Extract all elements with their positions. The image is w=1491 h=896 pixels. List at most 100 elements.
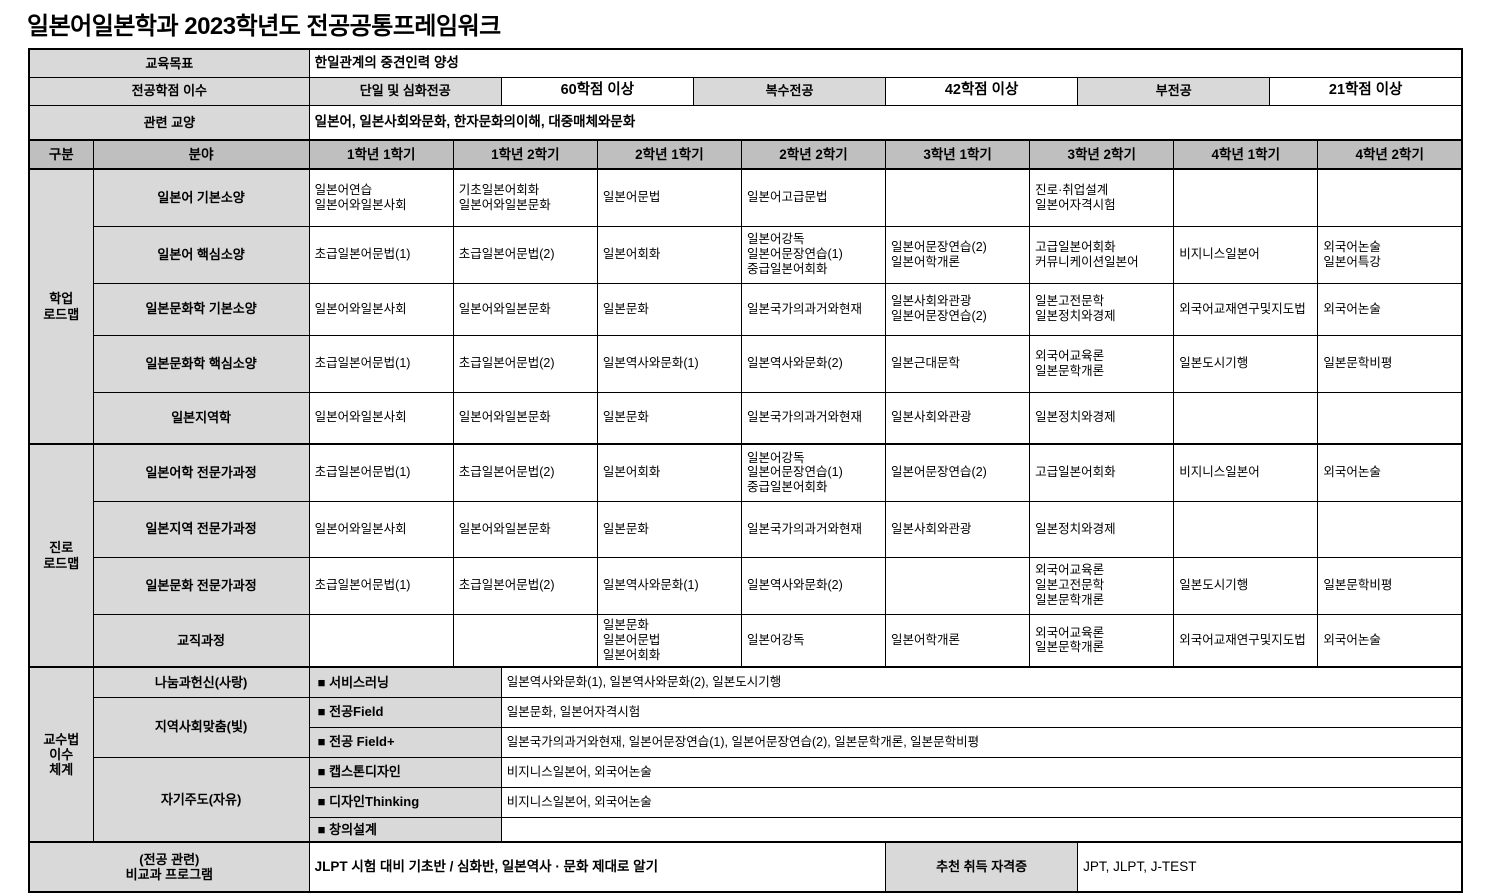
section-group-cell: 학업 로드맵: [28, 168, 94, 445]
course-cell: [885, 556, 1031, 615]
header-semester: 1학년 2학기: [452, 139, 598, 170]
course-cell: 일본어와일본문화: [452, 500, 598, 558]
extracurricular-label: (전공 관련) 비교과 프로그램: [28, 841, 310, 893]
certificate-label: 추천 취득 자격증: [885, 841, 1079, 893]
info-row-label: 관련 교양: [28, 104, 310, 141]
teaching-subgroup-cell: 지역사회맞춤(빛): [92, 696, 310, 758]
table-row: 전공학점 이수 단일 및 심화전공 60학점 이상 복수전공 42학점 이상 부전공 21학…: [28, 76, 1463, 106]
header-field: 분야: [92, 139, 310, 170]
info-row-value: 일본어, 일본사회와문화, 한자문화의이해, 대중매체와문화: [308, 104, 1463, 141]
course-cell: 비지니스일본어: [1173, 225, 1319, 284]
course-cell: 외국어논술: [1317, 613, 1463, 668]
teaching-courses-cell: 비지니스일본어, 외국어논술: [500, 786, 1463, 818]
course-cell: 일본문화: [596, 500, 742, 558]
course-cell: 외국어논술: [1317, 443, 1463, 502]
course-cell: 일본정치와경제: [1029, 391, 1175, 445]
table-row: 교직과정 일본문화 일본어문법 일본어회화 일본어강독 일본어학개론 외국어교육론 일본문학개…: [29, 613, 1463, 668]
table-row: ■ 전공 Field+ 일본국가의과거와현재, 일본어문장연습(1), 일본어문장…: [29, 726, 1463, 758]
course-cell: 일본고전문학 일본정치와경제: [1029, 282, 1175, 336]
course-cell: [1317, 500, 1463, 558]
course-cell: 초급일본어문법(1): [308, 443, 454, 502]
course-cell: 일본국가의과거와현재: [740, 391, 887, 445]
course-cell: [1173, 168, 1319, 227]
teaching-courses-cell: [500, 816, 1463, 843]
table-row: 교육목표 한일관계의 중견인력 양성: [28, 48, 1463, 78]
table-row: ■ 창의설계: [29, 816, 1463, 843]
course-cell: 일본어강독: [740, 613, 887, 668]
info-row-label: 교육목표: [28, 48, 310, 78]
course-cell: 일본어학개론: [885, 613, 1031, 668]
course-cell: 초급일본어문법(2): [452, 225, 598, 284]
table-row: 교수법 이수 체계 나눔과헌신(사랑) ■ 서비스러닝 일본역사와문화(1), 일본역사와…: [28, 666, 1463, 843]
course-cell: 일본문화 일본어문법 일본어회화: [596, 613, 742, 668]
course-cell: 일본사회와관광: [885, 500, 1031, 558]
course-cell: [1173, 391, 1319, 445]
course-cell: 외국어교재연구및지도법: [1173, 282, 1319, 336]
info-row-value: 60학점 이상: [500, 76, 694, 106]
table-row: 일본어 핵심소양 초급일본어문법(1) 초급일본어문법(2) 일본어회화 일본어강독 일본…: [29, 225, 1463, 284]
course-cell: 일본역사와문화(2): [740, 556, 887, 615]
course-cell: 외국어논술 일본어특강: [1317, 225, 1463, 284]
teaching-subgroup-cell: 나눔과헌신(사랑): [92, 666, 310, 698]
teaching-program-cell: ■ 전공 Field+: [308, 726, 502, 758]
table-row: ■ 디자인Thinking 비지니스일본어, 외국어논술: [29, 786, 1463, 818]
course-cell: 고급일본어회화: [1029, 443, 1175, 502]
field-cell: 일본어 핵심소양: [92, 225, 310, 284]
header-semester: 4학년 2학기: [1317, 139, 1463, 170]
course-cell: 일본어강독 일본어문장연습(1) 중급일본어회화: [740, 443, 887, 502]
teaching-program-cell: ■ 디자인Thinking: [308, 786, 502, 818]
page-title: 일본어일본학과 2023학년도 전공공통프레임워크: [27, 13, 501, 40]
course-cell: 일본역사와문화(2): [740, 334, 887, 393]
table-row: 관련 교양 일본어, 일본사회와문화, 한자문화의이해, 대중매체와문화: [28, 104, 1463, 141]
course-cell: 일본문화: [596, 391, 742, 445]
course-cell: 일본어와일본문화: [452, 282, 598, 336]
field-cell: 일본문화학 핵심소양: [92, 334, 310, 393]
table-row: (전공 관련) 비교과 프로그램 JLPT 시험 대비 기초반 / 심화반, 일본역…: [28, 841, 1463, 893]
header-semester: 2학년 2학기: [740, 139, 887, 170]
course-cell: 진로·취업설계 일본어자격시험: [1029, 168, 1175, 227]
teaching-courses-cell: 일본역사와문화(1), 일본역사와문화(2), 일본도시기행: [500, 666, 1463, 698]
course-cell: 기초일본어회화 일본어와일본문화: [452, 168, 598, 227]
course-cell: 초급일본어문법(1): [308, 225, 454, 284]
table-row: 일본지역학 일본어와일본사회 일본어와일본문화 일본문화 일본국가의과거와현재 일본사회와…: [29, 391, 1463, 445]
course-cell: 외국어교육론 일본고전문학 일본문학개론: [1029, 556, 1175, 615]
teaching-program-cell: ■ 창의설계: [308, 816, 502, 843]
info-row-value: 복수전공: [692, 76, 887, 106]
field-cell: 일본어 기본소양: [92, 168, 310, 227]
teaching-program-cell: ■ 캡스톤디자인: [308, 756, 502, 788]
info-row-label: 전공학점 이수: [28, 76, 310, 106]
course-cell: 외국어교육론 일본문학개론: [1029, 334, 1175, 393]
course-cell: 일본역사와문화(1): [596, 556, 742, 615]
teaching-program-cell: ■ 서비스러닝: [308, 666, 502, 698]
course-cell: 일본문화: [596, 282, 742, 336]
info-row-value: 한일관계의 중견인력 양성: [308, 48, 1463, 78]
course-cell: 일본도시기행: [1173, 334, 1319, 393]
course-cell: 일본어와일본사회: [308, 500, 454, 558]
table-row: 구분 분야 1학년 1학기 1학년 2학기 2학년 1학기 2학년 2학기 3학년 1학기 3…: [28, 139, 1463, 170]
course-cell: 일본어회화: [596, 225, 742, 284]
field-cell: 일본지역 전문가과정: [92, 500, 310, 558]
curriculum-framework-table: 교육목표 한일관계의 중견인력 양성 전공학점 이수 단일 및 심화전공 60학점 이상…: [28, 48, 1463, 893]
header-semester: 2학년 1학기: [596, 139, 742, 170]
course-cell: 일본어강독 일본어문장연습(1) 중급일본어회화: [740, 225, 887, 284]
extracurricular-program: JLPT 시험 대비 기초반 / 심화반, 일본역사 · 문화 제대로 알기: [308, 841, 887, 893]
header-semester: 4학년 1학기: [1173, 139, 1319, 170]
table-row: 지역사회맞춤(빛) ■ 전공Field 일본문화, 일본어자격시험: [29, 696, 1463, 758]
teaching-program-cell: ■ 전공Field: [308, 696, 502, 728]
course-cell: 외국어교육론 일본문학개론: [1029, 613, 1175, 668]
teaching-courses-cell: 일본국가의과거와현재, 일본어문장연습(1), 일본어문장연습(2), 일본문학…: [500, 726, 1463, 758]
course-cell: [452, 613, 598, 668]
course-cell: 일본어문장연습(2) 일본어학개론: [885, 225, 1031, 284]
table-row: 일본지역 전문가과정 일본어와일본사회 일본어와일본문화 일본문화 일본국가의과거와현재…: [29, 500, 1463, 558]
course-cell: 일본어고급문법: [740, 168, 887, 227]
section-group-cell: 교수법 이수 체계: [28, 666, 94, 843]
info-row-value: 부전공: [1077, 76, 1271, 106]
course-cell: 외국어논술: [1317, 282, 1463, 336]
course-cell: 일본사회와관광: [885, 391, 1031, 445]
teaching-courses-cell: 비지니스일본어, 외국어논술: [500, 756, 1463, 788]
course-cell: [885, 168, 1031, 227]
course-cell: 일본정치와경제: [1029, 500, 1175, 558]
section-group-cell: 진로 로드맵: [28, 443, 94, 668]
course-cell: 일본어와일본사회: [308, 391, 454, 445]
course-cell: [1317, 168, 1463, 227]
